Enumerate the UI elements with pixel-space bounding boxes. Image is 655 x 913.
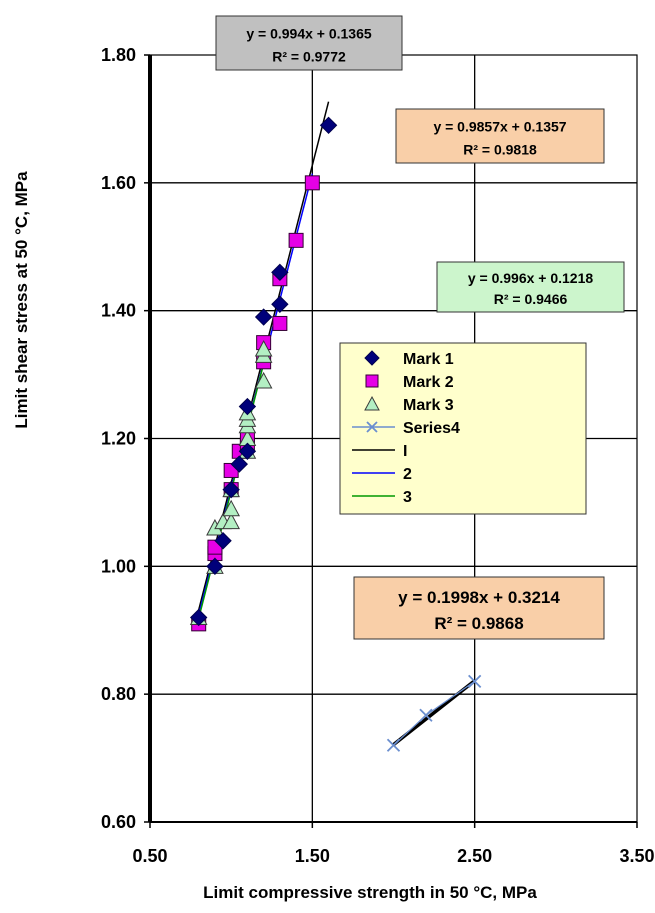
legend-box xyxy=(339,342,587,515)
mark-1-point xyxy=(271,295,289,313)
y-tick-label: 1.60 xyxy=(101,173,136,193)
mark-3-point xyxy=(222,512,241,530)
mark-1-point xyxy=(206,557,224,576)
axes: 0.60 0.80 1.00 1.20 1.40 1.60 1.80 0.50 1.50 2.50… xyxy=(101,45,655,866)
y-tick-label: 1.40 xyxy=(101,301,136,321)
mark-1-point xyxy=(189,608,208,627)
y-tick-label: 1.80 xyxy=(101,45,136,65)
mark-1-point xyxy=(271,263,289,282)
legend-label: Mark 3 xyxy=(403,397,454,414)
r-squared-text: R² = 0.9868 xyxy=(434,614,523,633)
equation-box: y = 0.996x + 0.1218 R² = 0.9466 xyxy=(436,261,625,313)
series4-point xyxy=(386,738,401,752)
legend-marker xyxy=(366,421,378,433)
mark-3-point xyxy=(254,371,273,389)
equation-box-bg xyxy=(215,15,403,71)
y-tick-label: 1.20 xyxy=(101,429,136,449)
equation-box-bg xyxy=(353,576,605,640)
legend-label: 3 xyxy=(403,489,412,506)
legend-marker xyxy=(364,395,380,411)
legend-label: I xyxy=(403,443,407,460)
equation-box-bg xyxy=(436,261,625,313)
equation-annotations: y = 0.994x + 0.1365 R² = 0.9772 y = 0.9857… xyxy=(215,15,625,640)
mark-2-point xyxy=(304,175,320,191)
mark-2-point xyxy=(272,315,288,331)
legend-label: 2 xyxy=(403,466,412,483)
mark-3-point xyxy=(222,499,241,517)
mark-1-point xyxy=(230,455,248,473)
equation-box: y = 0.994x + 0.1365 R² = 0.9772 xyxy=(215,15,403,71)
y-tick-label: 1.00 xyxy=(101,556,136,576)
y-tick-label: 0.60 xyxy=(101,812,136,832)
mark-1-point xyxy=(319,116,338,135)
equation-text: y = 0.1998x + 0.3214 xyxy=(398,588,560,607)
legend-label: Series4 xyxy=(403,420,460,437)
equation-text: y = 0.994x + 0.1365 xyxy=(246,26,372,42)
mark-1-point xyxy=(254,308,273,326)
legend-label: Mark 2 xyxy=(403,374,454,391)
y-axis-title: Limit shear stress at 50 °C, MPa xyxy=(12,171,31,429)
legend-marker xyxy=(365,374,379,388)
legend: Mark 1 Mark 2 Mark 3 Series4 I 2 3 xyxy=(339,342,587,515)
mark-1-point xyxy=(222,480,240,499)
legend-marker xyxy=(364,350,380,366)
y-tick-label: 0.80 xyxy=(101,684,136,704)
legend-label: Mark 1 xyxy=(403,351,454,368)
mark-1-point xyxy=(238,442,257,460)
series4-point xyxy=(419,708,433,722)
r-squared-text: R² = 0.9466 xyxy=(494,291,568,307)
mark-2-point xyxy=(288,232,304,248)
equation-text: y = 0.9857x + 0.1357 xyxy=(433,119,566,135)
x-tick-label: 2.50 xyxy=(457,846,492,866)
equation-text: y = 0.996x + 0.1218 xyxy=(468,270,594,286)
x-tick-label: 1.50 xyxy=(295,846,330,866)
x-axis-title: Limit compressive strength in 50 °C, MPa xyxy=(203,883,537,902)
series4-point xyxy=(468,674,482,689)
plot-area xyxy=(189,101,482,752)
equation-box-bg xyxy=(395,108,605,164)
r-squared-text: R² = 0.9772 xyxy=(272,48,346,64)
x-tick-label: 0.50 xyxy=(132,846,167,866)
x-tick-label: 3.50 xyxy=(619,846,654,866)
r-squared-text: R² = 0.9818 xyxy=(463,141,537,157)
equation-box: y = 0.9857x + 0.1357 R² = 0.9818 xyxy=(395,108,605,164)
equation-box: y = 0.1998x + 0.3214 R² = 0.9868 xyxy=(353,576,605,640)
mark-3-point xyxy=(254,339,273,357)
mark-1-point xyxy=(214,532,232,550)
mark-1-point xyxy=(238,397,257,416)
